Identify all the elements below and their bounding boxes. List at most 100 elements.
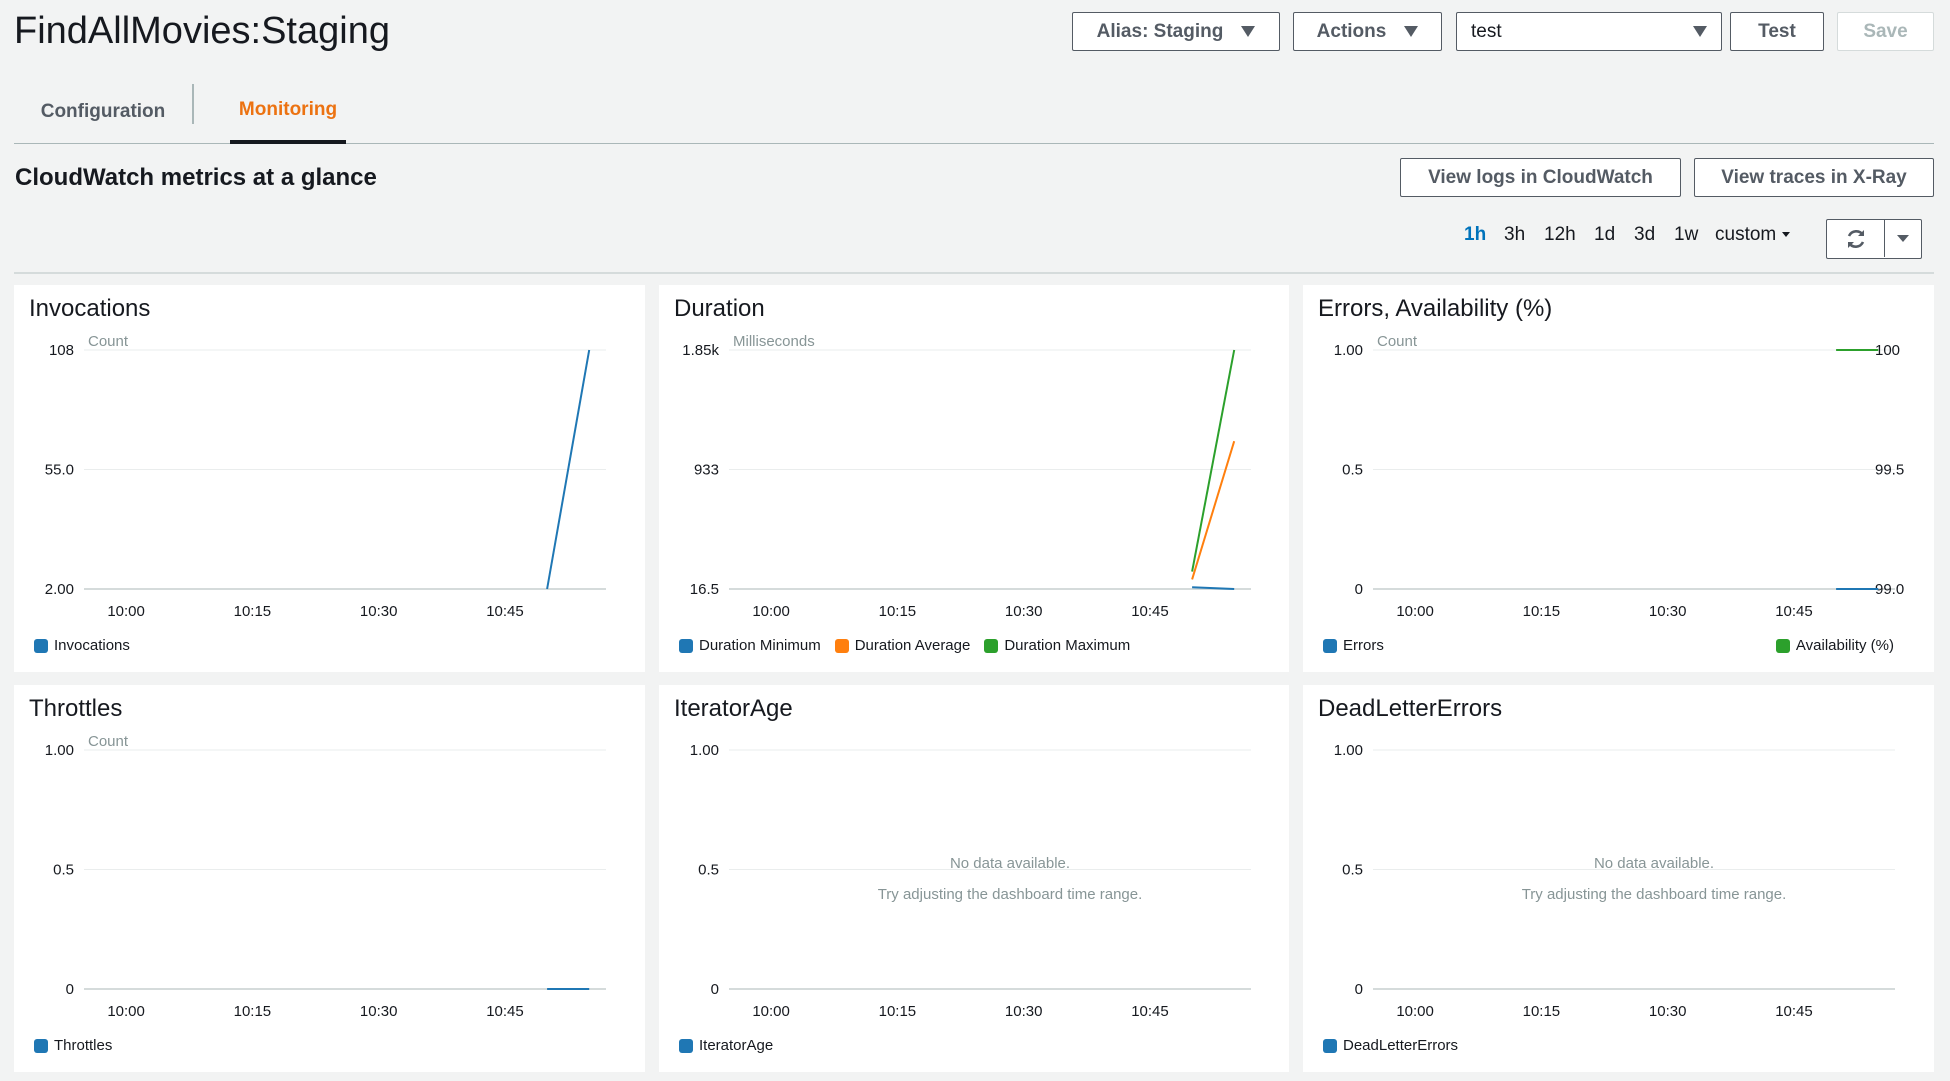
legend-swatch bbox=[679, 638, 693, 653]
series-line bbox=[1191, 349, 1236, 572]
caret-down-icon bbox=[1241, 26, 1256, 37]
time-range-1h[interactable]: 1h bbox=[1464, 224, 1487, 245]
time-range-1w[interactable]: 1w bbox=[1674, 224, 1699, 245]
view-logs-button[interactable]: View logs in CloudWatch bbox=[1400, 158, 1681, 197]
chart-legend: Errors bbox=[1323, 637, 1384, 654]
test-event-select[interactable]: test bbox=[1456, 12, 1722, 51]
panel-title: Throttles bbox=[29, 695, 123, 722]
y-tick-label: 1.00 bbox=[690, 742, 719, 759]
y2-tick-label: 99.5 bbox=[1875, 462, 1904, 479]
tab-monitoring[interactable]: Monitoring bbox=[230, 80, 346, 144]
legend-item[interactable]: DeadLetterErrors bbox=[1323, 1037, 1458, 1054]
x-tick-label: 10:00 bbox=[752, 603, 790, 620]
caret-down-icon bbox=[1693, 26, 1707, 37]
legend-item[interactable]: Duration Maximum bbox=[984, 637, 1130, 654]
x-tick-label: 10:00 bbox=[1396, 1003, 1434, 1020]
duration-panel: Duration 1.85k 933 16.5 Milliseconds 10:00 10… bbox=[659, 285, 1289, 672]
x-tick-label: 10:45 bbox=[1131, 603, 1169, 620]
chart-svg: 1.00 0.5 0 100 99.5 99.0 Count 10:00 10:15 10:30 1… bbox=[1334, 333, 1904, 620]
legend-label: Throttles bbox=[54, 1037, 113, 1054]
refresh-icon bbox=[1847, 229, 1864, 248]
invocations-panel: Invocations 108 55.0 2.00 Count 10:00 10:15 10… bbox=[14, 285, 645, 672]
x-tick-label: 10:45 bbox=[486, 603, 524, 620]
series-line bbox=[1191, 440, 1236, 580]
x-tick-label: 10:45 bbox=[1775, 603, 1813, 620]
y-tick-label: 0.5 bbox=[698, 862, 719, 879]
chart-svg: 1.85k 933 16.5 Milliseconds 10:00 10:15 10:30 1… bbox=[682, 333, 1251, 620]
time-range-3d[interactable]: 3d bbox=[1634, 224, 1656, 245]
chart-svg: 1.00 0.5 0 10:00 10:15 10:30 10:45 No data avai… bbox=[690, 742, 1251, 1020]
x-tick-label: 10:15 bbox=[234, 603, 272, 620]
x-tick-label: 10:30 bbox=[360, 603, 398, 620]
legend-swatch bbox=[834, 638, 849, 653]
series-line bbox=[546, 349, 591, 590]
iterator-age-panel: IteratorAge 1.00 0.5 0 10:00 10:15 10:30 10:45… bbox=[659, 685, 1289, 1072]
section-title: CloudWatch metrics at a glance bbox=[15, 164, 377, 191]
y-tick-label: 0 bbox=[1355, 581, 1363, 598]
chevron-down-icon bbox=[1897, 235, 1909, 242]
function-title: FindAllMovies:Staging bbox=[14, 10, 390, 52]
y-tick-label: 0 bbox=[711, 981, 719, 998]
chart-svg: 1.00 0.5 0 10:00 10:15 10:30 10:45 No data avai… bbox=[1334, 742, 1895, 1020]
x-tick-label: 10:45 bbox=[1131, 1003, 1169, 1020]
actions-dropdown[interactable]: Actions bbox=[1293, 12, 1442, 51]
legend-item[interactable]: Errors bbox=[1323, 637, 1384, 654]
legend-item[interactable]: Invocations bbox=[34, 637, 130, 654]
x-tick-label: 10:15 bbox=[879, 603, 917, 620]
chart-legend: Invocations bbox=[34, 637, 130, 654]
save-button[interactable]: Save bbox=[1837, 12, 1934, 51]
legend-item[interactable]: Duration Average bbox=[834, 637, 971, 654]
test-button[interactable]: Test bbox=[1730, 12, 1824, 51]
chart-legend: IteratorAge bbox=[679, 1037, 773, 1054]
no-data-hint: Try adjusting the dashboard time range. bbox=[1522, 886, 1787, 903]
refresh-control bbox=[1826, 219, 1922, 259]
legend-swatch bbox=[34, 638, 48, 653]
legend-swatch bbox=[1323, 638, 1337, 653]
series-line bbox=[1192, 586, 1235, 590]
y-tick-label: 1.85k bbox=[682, 342, 719, 359]
legend-label: Duration Average bbox=[854, 637, 971, 654]
legend-label: Errors bbox=[1343, 637, 1384, 654]
y-tick-label: 933 bbox=[694, 462, 719, 479]
y-tick-label: 1.00 bbox=[45, 742, 74, 759]
x-tick-label: 10:30 bbox=[360, 1003, 398, 1020]
view-traces-button[interactable]: View traces in X-Ray bbox=[1694, 158, 1934, 197]
section-divider bbox=[14, 272, 1934, 274]
x-tick-label: 10:45 bbox=[1775, 1003, 1813, 1020]
legend-label: Availability (%) bbox=[1795, 637, 1894, 654]
panel-title: DeadLetterErrors bbox=[1318, 695, 1503, 722]
legend-item[interactable]: Throttles bbox=[34, 1037, 112, 1054]
alias-label: Alias: Staging bbox=[1096, 20, 1224, 42]
x-tick-label: 10:15 bbox=[879, 1003, 917, 1020]
legend-swatch bbox=[984, 638, 999, 653]
chart-svg: 1.00 0.5 0 Count 10:00 10:15 10:30 10:45 bbox=[45, 733, 606, 1020]
refresh-options-button[interactable] bbox=[1885, 220, 1921, 257]
y-unit-label: Count bbox=[88, 333, 129, 350]
panel-title: Invocations bbox=[29, 295, 151, 322]
legend-swatch bbox=[1323, 1038, 1337, 1053]
time-range-3h[interactable]: 3h bbox=[1504, 224, 1526, 245]
refresh-button[interactable] bbox=[1827, 220, 1885, 257]
x-tick-label: 10:15 bbox=[1523, 1003, 1561, 1020]
y-tick-label: 2.00 bbox=[45, 581, 74, 598]
legend-swatch bbox=[679, 1038, 693, 1053]
no-data-message: No data available. bbox=[1594, 855, 1714, 872]
y-tick-label: 0.5 bbox=[53, 862, 74, 879]
y2-tick-label: 100 bbox=[1875, 342, 1900, 359]
x-tick-label: 10:30 bbox=[1005, 1003, 1043, 1020]
legend-swatch bbox=[1775, 638, 1790, 653]
time-range-1d[interactable]: 1d bbox=[1594, 224, 1616, 245]
panel-title: IteratorAge bbox=[674, 695, 793, 722]
alias-dropdown[interactable]: Alias: Staging bbox=[1072, 12, 1280, 51]
legend-label: Invocations bbox=[54, 637, 130, 654]
legend-item[interactable]: IteratorAge bbox=[679, 1037, 773, 1054]
legend-item[interactable]: Availability (%) bbox=[1775, 637, 1894, 654]
custom-label: custom bbox=[1715, 224, 1777, 245]
time-range-custom[interactable]: custom bbox=[1715, 224, 1791, 246]
y-unit-label: Count bbox=[88, 733, 129, 750]
x-tick-label: 10:00 bbox=[107, 603, 145, 620]
legend-item[interactable]: Duration Minimum bbox=[679, 637, 821, 654]
time-range-12h[interactable]: 12h bbox=[1544, 224, 1576, 245]
y-tick-label: 0.5 bbox=[1342, 462, 1363, 479]
tab-configuration[interactable]: Configuration bbox=[40, 101, 166, 122]
